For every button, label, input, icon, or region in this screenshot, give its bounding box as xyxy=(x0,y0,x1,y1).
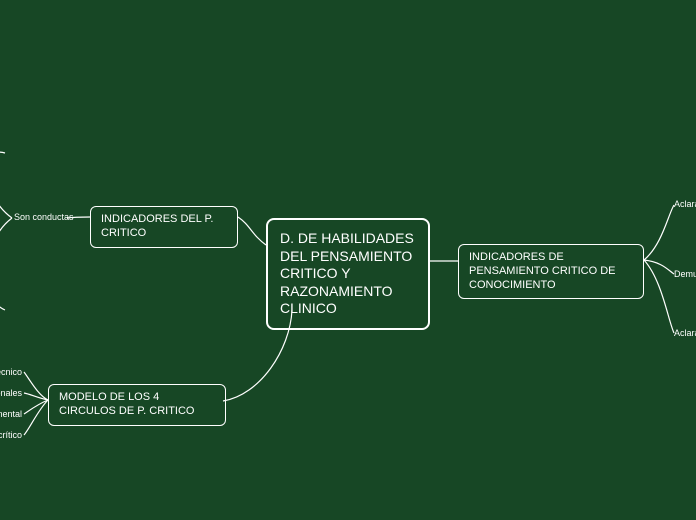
leaf-aclara-2[interactable]: Aclara xyxy=(674,328,696,338)
center-node[interactable]: D. DE HABILIDADES DEL PENSAMIENTO CRITIC… xyxy=(266,218,430,330)
branch-indicadores-conocimiento[interactable]: INDICADORES DE PENSAMIENTO CRITICO DE CO… xyxy=(458,244,644,299)
leaf-sonales[interactable]: sonales xyxy=(0,388,22,398)
branch-label: MODELO DE LOS 4 CIRCULOS DE P. CRITICO xyxy=(59,391,195,417)
leaf-demue[interactable]: Demue xyxy=(674,269,696,279)
branch-label: INDICADORES DE PENSAMIENTO CRITICO DE CO… xyxy=(469,251,615,291)
leaf-mental[interactable]: mental xyxy=(0,409,22,419)
branch-indicadores-p-critico[interactable]: INDICADORES DEL P. CRITICO xyxy=(90,206,238,248)
leaf-critico[interactable]: o crítico xyxy=(0,430,22,440)
leaf-tecnico[interactable]: técnico xyxy=(0,367,22,377)
leaf-aclara-1[interactable]: Aclara xyxy=(674,199,696,209)
branch-modelo-4-circulos[interactable]: MODELO DE LOS 4 CIRCULOS DE P. CRITICO xyxy=(48,384,226,426)
center-node-label: D. DE HABILIDADES DEL PENSAMIENTO CRITIC… xyxy=(280,230,414,316)
leaf-son-conductas[interactable]: Son conductas xyxy=(14,212,74,222)
branch-label: INDICADORES DEL P. CRITICO xyxy=(101,213,213,239)
